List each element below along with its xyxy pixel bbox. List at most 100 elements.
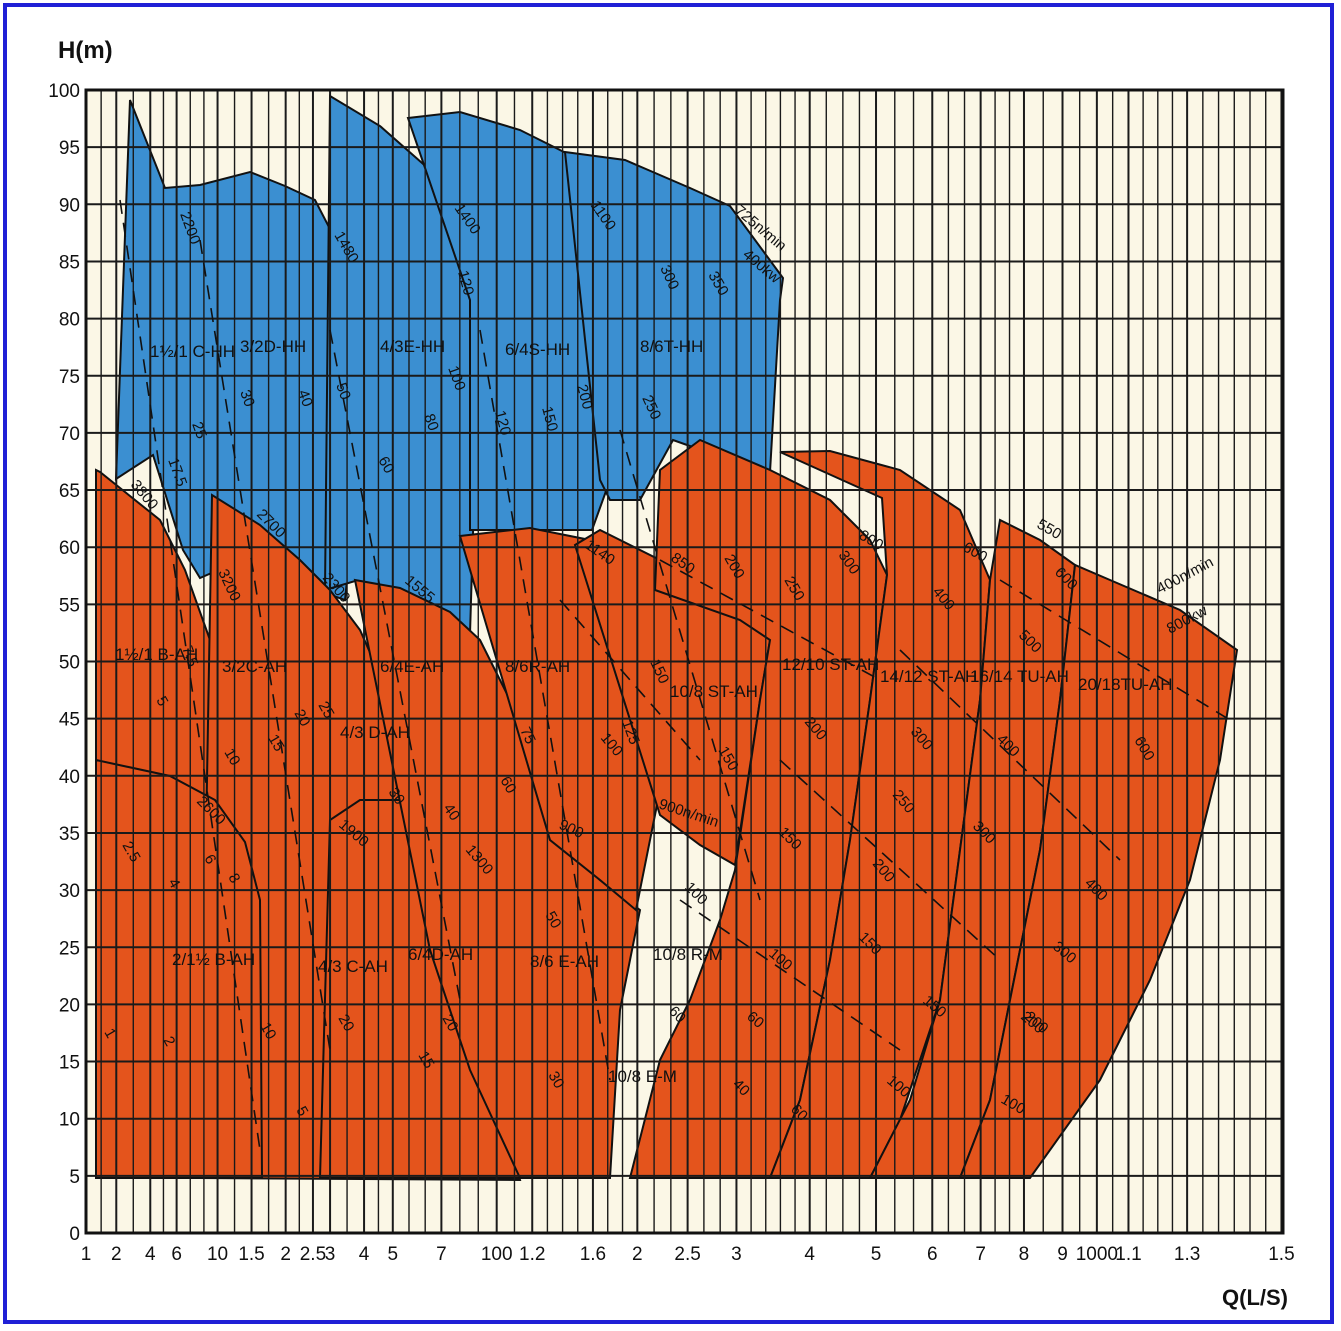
model-label: 10/8 R-M	[653, 945, 723, 964]
x-tick-label: 7	[436, 1244, 447, 1265]
curve-label: 25	[188, 420, 210, 441]
y-tick-label: 25	[59, 938, 80, 959]
x-tick-label: 1.6	[580, 1244, 606, 1265]
curve-label: 20	[335, 1012, 358, 1035]
model-label: 4/3 D-AH	[340, 723, 410, 742]
y-tick-label: 35	[59, 824, 80, 845]
model-label: 12/10 ST-AH	[782, 655, 879, 674]
y-tick-label: 45	[59, 710, 80, 731]
y-axis-title: H(m)	[58, 37, 113, 64]
x-tick-label: 1.5	[238, 1244, 264, 1265]
curve-label: 40	[440, 801, 463, 824]
y-tick-label: 30	[59, 881, 80, 902]
curve-label: 25	[315, 699, 338, 722]
model-label: 6/4D-AH	[408, 945, 473, 964]
y-tick-label: 60	[59, 538, 80, 559]
y-tick-label: 15	[59, 1053, 80, 1074]
model-label: 6/4S-HH	[505, 340, 570, 359]
x-tick-label: 2	[632, 1244, 643, 1265]
model-label: 3/2C-AH	[222, 657, 287, 676]
curve-label: 120	[491, 409, 514, 438]
y-tick-label: 50	[59, 653, 80, 674]
model-label: 4/3E-HH	[380, 337, 445, 356]
speed-line	[659, 559, 881, 681]
y-tick-label: 90	[59, 195, 80, 216]
y-tick-label: 80	[59, 310, 80, 331]
model-label: 1½/1 B-AH	[115, 645, 198, 664]
speed-line	[559, 599, 701, 761]
x-tick-label: 100	[481, 1244, 513, 1265]
x-tick-label: 5	[871, 1244, 882, 1265]
model-label: 6/4E-AH	[380, 657, 444, 676]
model-label: 2/1½ B-AH	[172, 950, 255, 969]
x-tick-label: 4	[359, 1244, 370, 1265]
speed-lines	[119, 199, 1231, 1151]
x-tick-label: 6	[927, 1244, 938, 1265]
x-tick-label: 2.5	[300, 1244, 326, 1265]
y-tick-label: 65	[59, 481, 80, 502]
curve-label: 10	[257, 1020, 280, 1043]
model-label: 8/6R-AH	[505, 657, 570, 676]
x-tick-label: 7	[975, 1244, 986, 1265]
speed-line	[899, 649, 1121, 861]
y-tick-label: 100	[48, 81, 80, 102]
y-tick-label: 20	[59, 995, 80, 1016]
curve-label: 30	[385, 785, 408, 808]
curve-label: 15	[415, 1049, 438, 1072]
model-label: 20/18TU-AH	[1078, 675, 1172, 694]
curve-label: 150	[538, 405, 561, 434]
curve-label: 120	[454, 269, 477, 298]
y-tick-label: 85	[59, 252, 80, 273]
x-tick-label: 10	[207, 1244, 228, 1265]
model-label: 16/14 TU-AH	[970, 667, 1069, 686]
y-tick-label: 55	[59, 595, 80, 616]
curve-label: 40	[294, 388, 316, 409]
curve-label: 10	[221, 746, 244, 769]
model-label: 3/2D-HH	[240, 337, 306, 356]
speed-line	[779, 759, 1001, 961]
x-tick-label: 1000	[1076, 1244, 1118, 1265]
speed-line	[479, 329, 611, 1081]
y-tick-label: 5	[69, 1167, 80, 1188]
plot-border	[84, 88, 1285, 1235]
x-tick-label: 5	[388, 1244, 399, 1265]
curve-label: 200	[573, 383, 596, 412]
y-tick-label: 75	[59, 367, 80, 388]
model-label: 14/12 ST-AH	[880, 667, 977, 686]
x-tick-label: 3	[731, 1244, 742, 1265]
grid	[85, 89, 1283, 1234]
x-tick-label: 6	[171, 1244, 182, 1265]
x-tick-label: 2	[280, 1244, 291, 1265]
y-tick-label: 70	[59, 424, 80, 445]
x-tick-label: 2	[111, 1244, 122, 1265]
y-tick-label: 10	[59, 1110, 80, 1131]
model-label: 8/6T-HH	[640, 337, 703, 356]
y-tick-label: 95	[59, 138, 80, 159]
x-tick-label: 8	[1019, 1244, 1030, 1265]
curve-label: 60	[497, 774, 520, 797]
model-label: 8/6 E-AH	[530, 952, 599, 971]
x-tick-label: 1	[81, 1244, 92, 1265]
curve-label: 80	[420, 412, 442, 433]
y-tick-label: 0	[69, 1224, 80, 1245]
x-axis-title: Q(L/S)	[1222, 1285, 1288, 1310]
ah-region-2	[95, 758, 264, 1179]
x-tick-label: 4	[804, 1244, 815, 1265]
model-label: 10/8 E-M	[608, 1067, 677, 1086]
curve-label: 30	[236, 388, 258, 409]
curve-label: 20	[291, 707, 314, 730]
model-label: 1½/1 C-HH	[150, 342, 235, 361]
x-tick-label: 1.1	[1115, 1244, 1141, 1265]
x-tick-label: 3	[325, 1244, 336, 1265]
curve-label: 30	[545, 1069, 568, 1092]
curve-label: 75	[516, 725, 538, 747]
x-tick-label: 9	[1057, 1244, 1068, 1265]
x-tick-label: 1.3	[1174, 1244, 1200, 1265]
curve-label: 60	[375, 454, 398, 477]
curve-label: 15	[265, 732, 288, 755]
x-tick-label: 1.2	[519, 1244, 545, 1265]
x-tick-label: 4	[145, 1244, 156, 1265]
model-label: 10/8 ST-AH	[670, 682, 758, 701]
x-tick-label: 2.5	[674, 1244, 700, 1265]
